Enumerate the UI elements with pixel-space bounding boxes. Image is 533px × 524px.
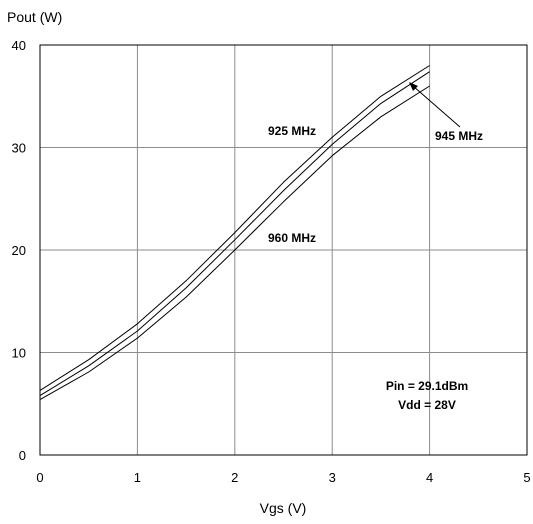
y-tick-label: 30 — [12, 141, 26, 156]
label-960-mhz: 960 MHz — [268, 231, 316, 245]
x-axis-title: Vgs (V) — [260, 500, 307, 516]
x-tick-label: 1 — [134, 470, 141, 485]
label-945-mhz: 945 MHz — [435, 129, 483, 143]
pin-condition-label: Pin = 29.1dBm — [386, 379, 468, 393]
x-tick-label: 3 — [329, 470, 336, 485]
x-tick-label: 0 — [36, 470, 43, 485]
y-tick-label: 0 — [19, 448, 26, 463]
series-line-960-mhz — [39, 85, 430, 401]
tick-labels: 0 1 2 3 4 5 0 10 20 30 40 — [12, 38, 531, 485]
x-tick-label: 2 — [231, 470, 238, 485]
series-layer — [39, 65, 430, 401]
y-tick-label: 40 — [12, 38, 26, 53]
label-925-mhz: 925 MHz — [268, 124, 316, 138]
annotation-arrow-945 — [412, 85, 461, 128]
x-tick-label: 4 — [426, 470, 433, 485]
x-tick-label: 5 — [523, 470, 530, 485]
annotation-arrowhead-945 — [409, 82, 418, 91]
y-tick-label: 20 — [12, 243, 26, 258]
series-line-945-mhz — [39, 71, 430, 397]
y-tick-label: 10 — [12, 346, 26, 361]
vdd-condition-label: Vdd = 28V — [398, 398, 456, 412]
gridlines — [40, 45, 527, 455]
series-line-925-mhz — [39, 65, 430, 391]
plot-frame — [39, 44, 528, 456]
y-axis-title: Pout (W) — [7, 9, 62, 25]
